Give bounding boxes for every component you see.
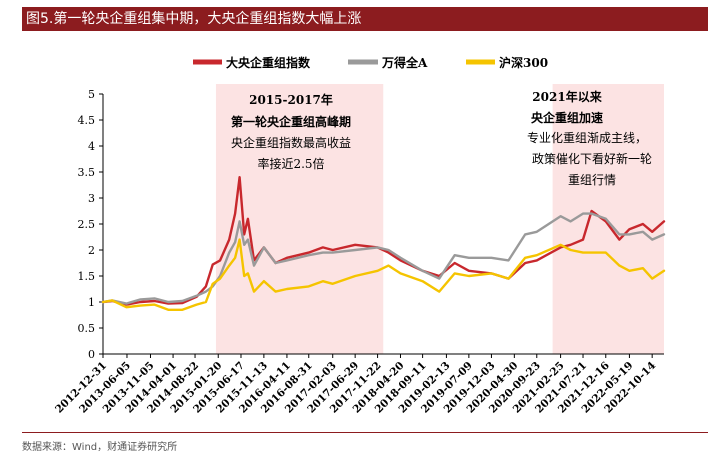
y-axis: 0 0.5 1 1.5 2 2.5 3 3.5 4 4.5 5 <box>78 88 104 361</box>
annotation-first-line1: 2015-2017年 <box>249 92 333 107</box>
annotation-first-line2: 第一轮央企重组高峰期 <box>231 114 351 129</box>
y-tick-label: 0 <box>88 348 95 361</box>
legend: 大央企重组指数 万得全A 沪深300 <box>193 55 548 70</box>
shaded-regions <box>215 84 664 354</box>
y-tick-label: 1.5 <box>78 270 96 283</box>
legend-label-gray: 万得全A <box>381 55 428 70</box>
y-tick-label: 3.5 <box>78 166 96 179</box>
y-tick-label: 2.5 <box>78 218 96 231</box>
y-tick-label: 1 <box>88 296 95 309</box>
y-tick-label: 4.5 <box>78 114 96 127</box>
legend-label-red: 大央企重组指数 <box>226 55 311 70</box>
annotation-second-line4: 政策催化下看好新一轮 <box>532 151 652 166</box>
annotation-second-line1: 2021年以来 <box>532 89 602 104</box>
source-note: 数据来源：Wind，财通证券研究所 <box>22 442 178 453</box>
legend-label-yellow: 沪深300 <box>499 55 548 70</box>
shaded-region-2 <box>552 84 664 354</box>
y-tick-label: 2 <box>88 244 95 257</box>
series-line-2 <box>101 212 666 305</box>
annotation-second-line3: 专业化重组渐成主线， <box>527 130 647 145</box>
annotation-first-line4: 率接近2.5倍 <box>257 156 324 171</box>
footer-divider <box>22 432 708 433</box>
line-chart: 大央企重组指数 万得全A 沪深300 0 0.5 1 1.5 2 2.5 3 3.5 4 4.5 5… <box>53 55 666 416</box>
y-tick-label: 0.5 <box>78 322 96 335</box>
series-lines <box>101 175 666 311</box>
annotation-second-round: 2021年以来 央企重组加速 专业化重组渐成主线， 政策催化下看好新一轮 重组行… <box>527 89 652 187</box>
annotation-second-line5: 重组行情 <box>568 173 616 187</box>
x-axis: 2012-12-312013-06-052013-11-052014-04-01… <box>53 353 664 416</box>
annotation-first-line3: 央企重组指数最高收益 <box>231 135 351 150</box>
chart-title-bar: 图5.第一轮央企重组集中期，大央企重组指数大幅上涨 <box>22 7 708 31</box>
series-line-3 <box>101 238 666 311</box>
y-tick-label: 3 <box>88 192 95 205</box>
annotation-first-round: 2015-2017年 第一轮央企重组高峰期 央企重组指数最高收益 率接近2.5倍 <box>231 92 351 171</box>
y-tick-label: 4 <box>88 140 95 153</box>
y-tick-label: 5 <box>88 88 95 101</box>
annotation-second-line2: 央企重组加速 <box>531 110 603 125</box>
